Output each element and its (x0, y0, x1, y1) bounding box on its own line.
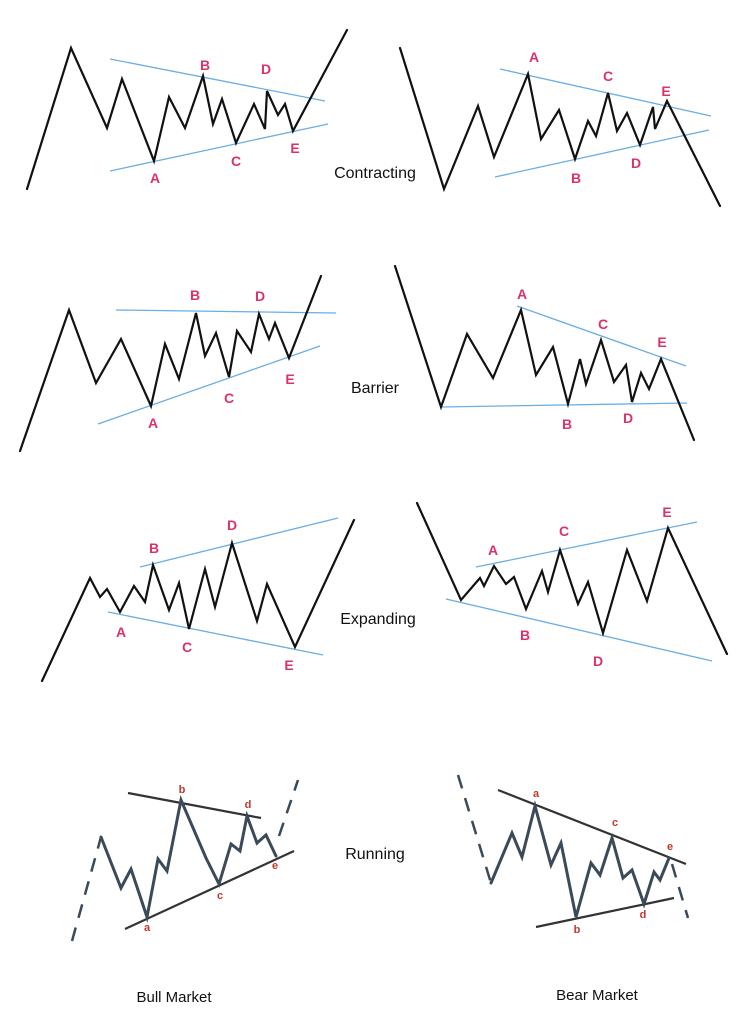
upper-trendline (139, 517, 339, 568)
point-label-d: D (261, 61, 271, 77)
point-label-e: E (661, 83, 670, 99)
lower-trendline (440, 402, 688, 408)
price-wave (18, 274, 323, 453)
price-wave (415, 501, 729, 656)
point-label-c: c (612, 817, 618, 829)
lower-trendline (124, 850, 295, 930)
entry-dashed-leg (70, 836, 103, 942)
contracting-bull-pattern: A B C D E (25, 28, 349, 191)
point-label-c: C (603, 68, 613, 84)
point-label-b: B (571, 170, 581, 186)
point-label-a: A (116, 624, 126, 640)
point-label-b: b (574, 924, 581, 936)
point-label-e: e (272, 860, 278, 872)
price-wave (25, 28, 349, 191)
point-label-b: B (520, 627, 530, 643)
price-wave (40, 518, 356, 683)
point-label-a: A (148, 415, 158, 431)
point-label-b: b (179, 784, 186, 796)
point-label-a: A (517, 286, 527, 302)
point-label-a: A (488, 542, 498, 558)
entry-dashed-leg (456, 774, 493, 884)
point-label-e: E (284, 657, 293, 673)
price-wave (99, 794, 278, 923)
point-label-a: a (533, 788, 540, 800)
lower-trendline (494, 129, 710, 178)
lower-trendline (535, 896, 675, 929)
point-label-b: B (562, 416, 572, 432)
point-label-d: D (631, 155, 641, 171)
point-label-d: D (593, 653, 603, 669)
point-label-e: e (667, 841, 673, 853)
point-label-c: C (182, 639, 192, 655)
point-label-d: D (227, 517, 237, 533)
upper-trendline (516, 305, 687, 367)
lower-trendline (107, 611, 324, 656)
lower-trendline (109, 123, 329, 172)
point-label-c: C (224, 390, 234, 406)
row-title-expanding: Expanding (340, 611, 416, 628)
point-label-b: B (190, 287, 200, 303)
bull-market-caption: Bull Market (136, 989, 212, 1006)
point-label-c: C (231, 153, 241, 169)
running-bear-pattern: a b c d e (456, 774, 690, 936)
point-label-a: A (529, 49, 539, 65)
point-label-a: A (150, 170, 160, 186)
price-wave (393, 264, 696, 442)
point-label-a: a (144, 922, 151, 934)
lower-trendline (445, 598, 713, 662)
point-label-c: c (217, 890, 223, 902)
upper-trendline (109, 58, 326, 102)
point-label-e: E (285, 371, 294, 387)
running-bull-pattern: a b c d e (70, 779, 300, 942)
point-label-b: B (200, 57, 210, 73)
bear-market-caption: Bear Market (556, 987, 639, 1004)
point-label-e: E (290, 140, 299, 156)
upper-trendline (475, 521, 698, 568)
point-label-d: d (245, 799, 252, 811)
expanding-bear-pattern: A B C D E (415, 501, 729, 669)
row-title-running: Running (345, 846, 405, 863)
point-label-c: C (559, 523, 569, 539)
row-title-barrier: Barrier (351, 380, 400, 397)
barrier-bear-pattern: A B C D E (393, 264, 696, 442)
point-label-d: d (640, 909, 647, 921)
point-label-d: D (255, 288, 265, 304)
barrier-bull-pattern: A B C D E (18, 274, 337, 453)
lower-trendline (97, 345, 321, 425)
point-label-e: E (657, 334, 666, 350)
exit-dashed-leg (277, 779, 300, 837)
upper-trendline (127, 791, 262, 820)
point-label-d: D (623, 410, 633, 426)
price-wave (398, 46, 722, 208)
point-label-c: C (598, 316, 608, 332)
expanding-bull-pattern: A B C D E (40, 517, 356, 683)
row-title-contracting: Contracting (334, 165, 416, 182)
price-wave (489, 800, 671, 918)
upper-trendline (499, 68, 712, 117)
upper-trendline (115, 309, 337, 314)
contracting-bear-pattern: A B C D E (398, 46, 722, 208)
exit-dashed-leg (670, 863, 690, 919)
upper-trendline (497, 788, 687, 866)
point-label-e: E (662, 504, 671, 520)
point-label-b: B (149, 540, 159, 556)
